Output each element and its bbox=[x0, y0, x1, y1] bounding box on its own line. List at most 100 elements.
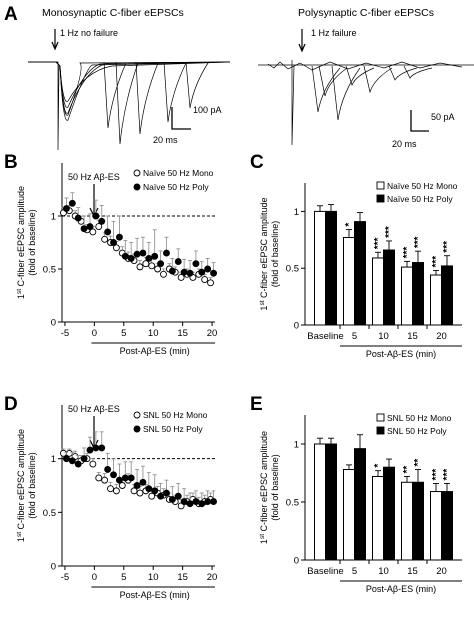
mono-stim-artifact bbox=[45, 61, 60, 151]
y-axis-sublabel: (fold of baseline) bbox=[270, 454, 280, 521]
panel-a: A Monosynaptic C-fiber eEPSCs Polysynapt… bbox=[4, 4, 474, 151]
legend-label: Naïve 50 Hz Poly bbox=[387, 194, 453, 204]
data-point bbox=[127, 474, 135, 482]
data-point bbox=[180, 498, 188, 506]
x-tick-label: -5 bbox=[61, 572, 69, 583]
x-tick-label: 15 bbox=[407, 331, 418, 342]
legend-swatch bbox=[376, 413, 385, 422]
data-point bbox=[198, 500, 206, 508]
x-tick-label: 20 bbox=[207, 328, 218, 339]
y-axis-label: 1st C-fiber eEPSC amplitude bbox=[16, 186, 26, 299]
bar bbox=[314, 210, 326, 326]
data-point bbox=[168, 267, 176, 275]
data-point bbox=[148, 492, 156, 500]
y-tick-label: 1 bbox=[294, 440, 299, 451]
legend-label: SNL 50 Hz Mono bbox=[143, 410, 208, 420]
bar bbox=[314, 443, 326, 561]
y-axis-label: 1st C-fiber eEPSC amplitude bbox=[259, 431, 269, 544]
data-point bbox=[89, 460, 97, 468]
data-point bbox=[112, 487, 120, 495]
y-axis-sublabel: (fold of baseline) bbox=[270, 221, 280, 288]
y-axis-label: 1st C-fiber eEPSC amplitude bbox=[16, 429, 26, 542]
mono-stim-arrow bbox=[51, 29, 59, 51]
data-point bbox=[115, 233, 123, 241]
data-point bbox=[180, 268, 188, 276]
y-tick-label: 0 bbox=[51, 562, 56, 573]
data-point bbox=[130, 487, 138, 495]
poly-stim-artifact bbox=[291, 60, 295, 146]
data-point bbox=[118, 482, 126, 489]
x-tick-label: 10 bbox=[378, 331, 389, 342]
data-point bbox=[98, 217, 106, 225]
legend-swatch bbox=[376, 426, 385, 435]
x-axis-label: Post-Aβ-ES (min) bbox=[120, 590, 190, 600]
bar bbox=[401, 481, 413, 561]
data-point bbox=[139, 249, 147, 257]
panel-e-label: E bbox=[250, 394, 263, 415]
bar bbox=[372, 257, 384, 326]
chart-d: 0 0.5 1 1st C-fiber eEPSC amplitude (fold of… bbox=[16, 405, 217, 600]
data-point bbox=[177, 274, 185, 281]
poly-scale-bar bbox=[410, 110, 429, 132]
y-tick-label: 1 bbox=[51, 212, 56, 223]
poly-stim-note: 1 Hz failure bbox=[311, 28, 357, 38]
poly-event bbox=[331, 65, 361, 121]
mono-late-event bbox=[185, 61, 209, 109]
data-point bbox=[201, 276, 209, 284]
data-point bbox=[107, 485, 114, 493]
bar bbox=[401, 266, 413, 326]
data-point bbox=[136, 489, 144, 497]
data-point bbox=[95, 474, 103, 482]
x-tick-label: 15 bbox=[177, 328, 188, 339]
data-point bbox=[198, 268, 206, 276]
poly-event bbox=[311, 65, 341, 113]
poly-event bbox=[388, 65, 418, 81]
data-point bbox=[127, 254, 135, 262]
data-point bbox=[80, 455, 88, 463]
bar bbox=[325, 210, 337, 326]
significance-marker: *** bbox=[413, 236, 424, 248]
data-point bbox=[110, 471, 117, 479]
mono-late-event bbox=[135, 61, 159, 135]
data-point bbox=[86, 446, 94, 454]
data-point bbox=[62, 455, 70, 463]
data-point bbox=[121, 252, 129, 260]
legend-label: Naïve 50 Hz Mono bbox=[143, 168, 214, 178]
data-point bbox=[210, 498, 218, 506]
data-point bbox=[210, 269, 218, 277]
data-point bbox=[98, 444, 106, 452]
bar bbox=[325, 443, 337, 561]
significance-marker: ** bbox=[402, 466, 413, 474]
x-tick-label: 5 bbox=[352, 566, 357, 577]
data-point bbox=[74, 214, 82, 222]
y-tick-label: 0.5 bbox=[286, 264, 299, 275]
x-tick-label: 20 bbox=[207, 572, 218, 583]
bar bbox=[412, 262, 424, 326]
x-tick-label: 15 bbox=[177, 572, 188, 583]
x-axis-label: Post-Aβ-ES (min) bbox=[120, 346, 190, 356]
data-point bbox=[151, 252, 159, 260]
mono-trace bbox=[28, 61, 231, 102]
data-point bbox=[121, 474, 129, 482]
mono-stim-note: 1 Hz no failure bbox=[60, 28, 118, 38]
data-point bbox=[207, 279, 215, 287]
significance-marker: * bbox=[373, 464, 384, 468]
data-point bbox=[92, 212, 100, 220]
data-point bbox=[92, 444, 100, 452]
y-axis-sublabel: (fold of baseline) bbox=[27, 452, 37, 519]
y-tick-label: 0.5 bbox=[43, 265, 56, 276]
significance-marker: *** bbox=[431, 256, 442, 268]
stim-annotation-b: 50 Hz Aβ-ES bbox=[68, 172, 120, 182]
stim-annotation-d: 50 Hz Aβ-ES bbox=[68, 404, 120, 414]
chart-e: 0 0.5 1 1st C-fiber eEPSC amplitude (fold of… bbox=[259, 413, 462, 594]
poly-noise bbox=[267, 61, 463, 71]
bar bbox=[343, 237, 355, 326]
bar bbox=[383, 466, 395, 561]
x-tick-label: 0 bbox=[92, 328, 97, 339]
data-point bbox=[151, 487, 159, 495]
legend-swatch bbox=[376, 181, 385, 190]
x-axis-label: Post-Aβ-ES (min) bbox=[366, 349, 436, 359]
legend-label: SNL 50 Hz Mono bbox=[387, 413, 452, 423]
data-point bbox=[80, 225, 88, 233]
data-point bbox=[204, 265, 212, 273]
